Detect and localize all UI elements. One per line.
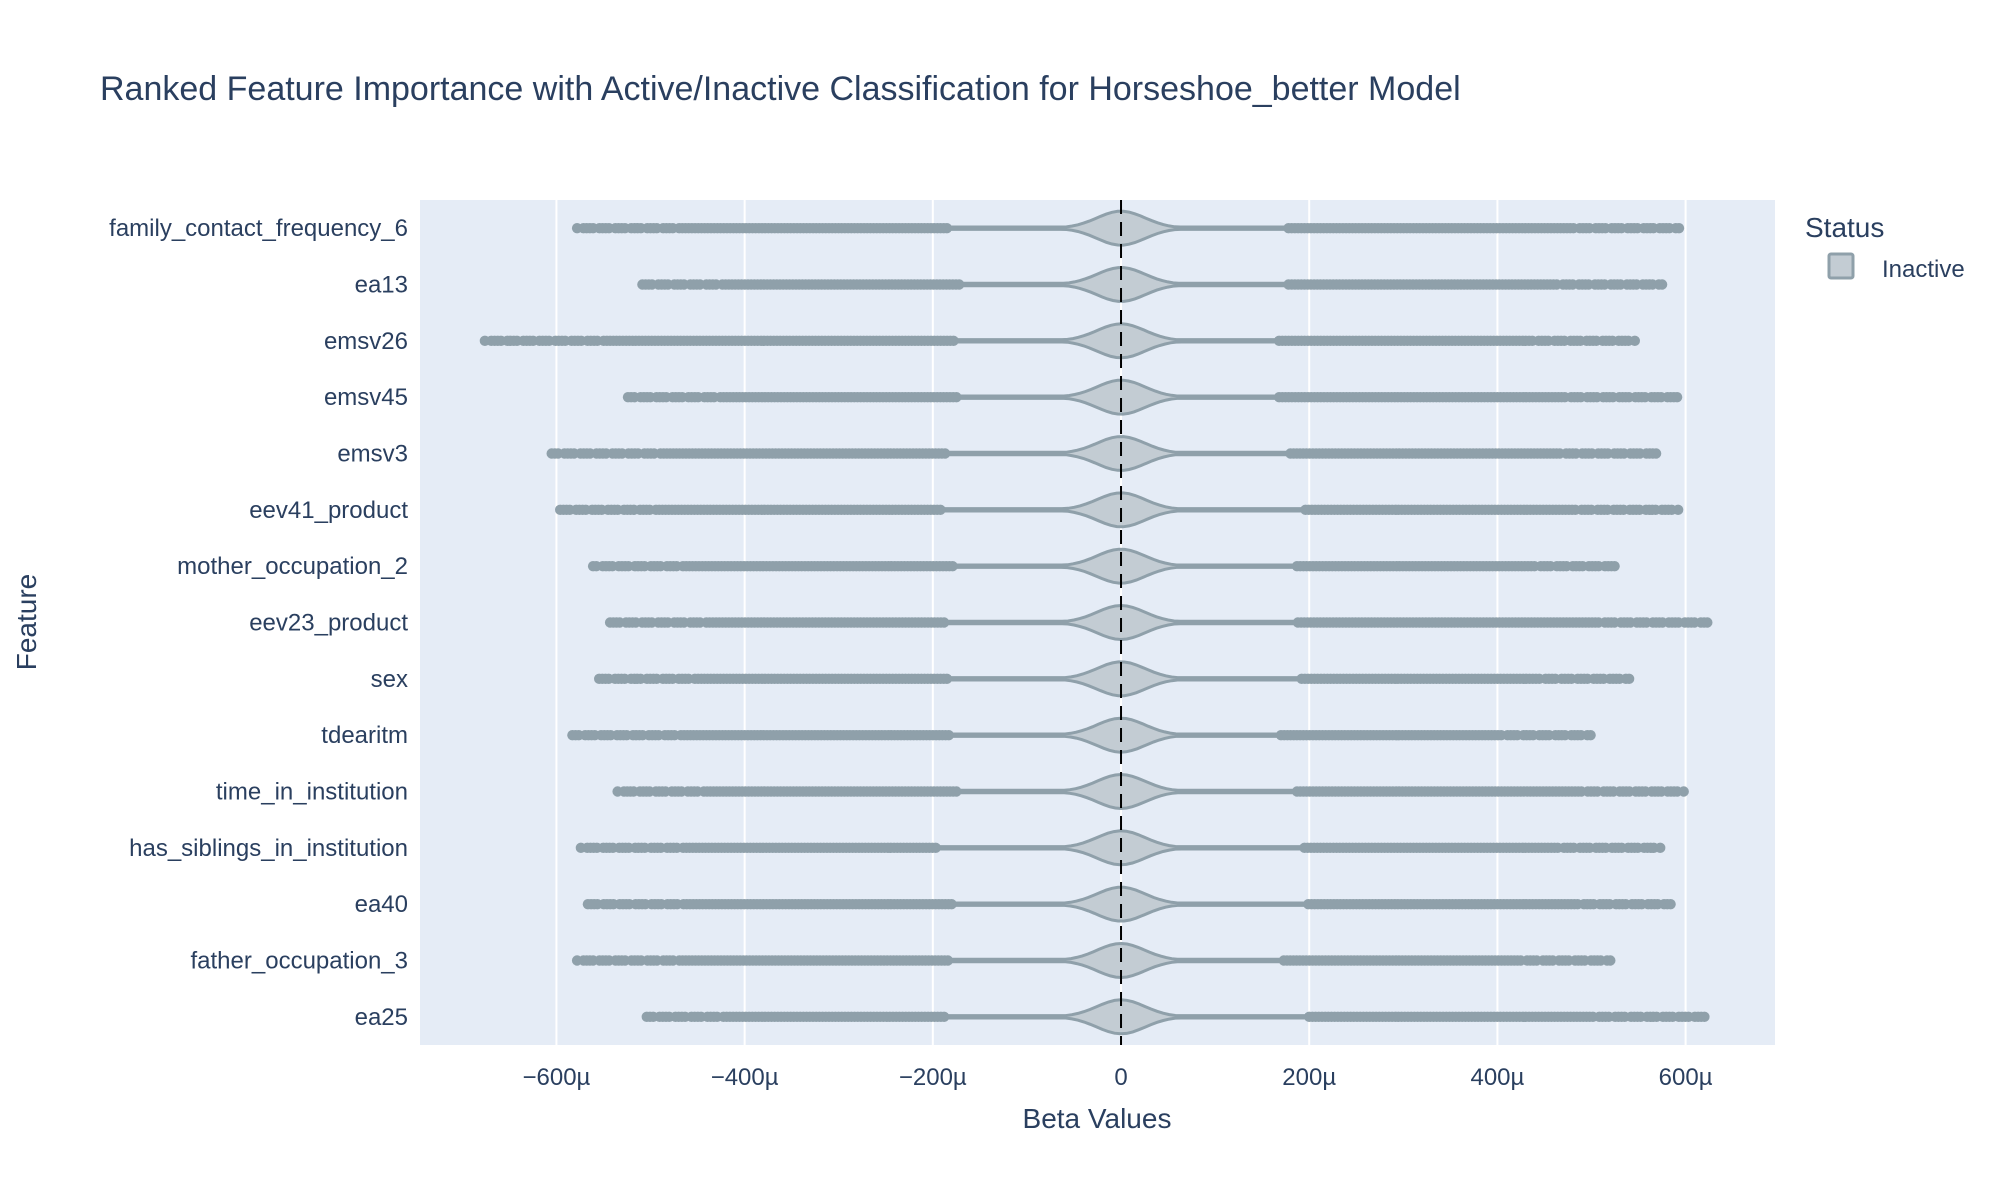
outlier-point-positive — [1699, 1011, 1710, 1023]
outlier-point-positive — [1609, 560, 1620, 572]
outlier-point-negative — [582, 898, 594, 910]
y-tick-label: tdearitm — [321, 722, 408, 749]
y-tick-label: has_siblings_in_institution — [129, 835, 408, 862]
y-tick-label: ea25 — [355, 1004, 408, 1031]
outlier-point-negative — [641, 1011, 652, 1023]
outlier-points — [479, 222, 1713, 1023]
outlier-point-positive — [1665, 898, 1676, 910]
legend-title: Status — [1805, 212, 1884, 243]
y-tick-label: mother_occupation_2 — [177, 553, 408, 580]
x-tick-label: 0 — [1114, 1064, 1127, 1091]
outlier-point-positive — [1605, 955, 1616, 966]
outlier-point-positive — [1656, 279, 1668, 290]
legend-label-inactive: Inactive — [1882, 256, 1965, 283]
y-axis-title: Feature — [11, 574, 42, 671]
outlier-point-positive — [1585, 729, 1596, 741]
outlier-point-positive — [1671, 391, 1683, 403]
outlier-point-positive — [1702, 617, 1713, 628]
y-tick-label: emsv3 — [337, 441, 408, 468]
y-tick-label: time_in_institution — [216, 779, 408, 806]
outlier-point-negative — [567, 729, 578, 741]
y-tick-label: sex — [371, 666, 408, 693]
outlier-point-negative — [555, 504, 566, 516]
x-tick-label: −400µ — [711, 1064, 779, 1091]
x-tick-label: 200µ — [1282, 1064, 1336, 1091]
outlier-point-negative — [622, 391, 634, 403]
outlier-point-positive — [1629, 335, 1641, 347]
x-axis-tick-labels: −600µ −400µ −200µ 0 200µ 400µ 600µ — [522, 1064, 1712, 1091]
outlier-point-negative — [575, 842, 587, 854]
outlier-point-negative — [612, 786, 623, 797]
legend[interactable]: Status Inactive — [1805, 212, 1965, 283]
x-tick-label: 600µ — [1659, 1064, 1713, 1091]
legend-item-inactive[interactable]: Inactive — [1827, 252, 1965, 283]
outlier-point-positive — [1655, 842, 1666, 854]
outlier-point-negative — [587, 560, 599, 572]
outlier-point-negative — [571, 222, 583, 234]
y-tick-label: eev23_product — [249, 610, 408, 637]
chart-title: Ranked Feature Importance with Active/In… — [100, 70, 1461, 108]
y-tick-label: ea13 — [355, 272, 408, 299]
outlier-point-negative — [571, 955, 583, 966]
outlier-point-positive — [1678, 786, 1689, 797]
outlier-point-positive — [1672, 504, 1684, 516]
y-tick-label: eev41_product — [249, 497, 408, 524]
y-tick-label: family_contact_frequency_6 — [109, 215, 408, 242]
x-axis-title: Beta Values — [1023, 1103, 1172, 1134]
x-tick-label: −200µ — [899, 1064, 967, 1091]
outlier-point-negative — [546, 448, 557, 459]
outlier-point-negative — [594, 673, 605, 685]
outlier-point-negative — [604, 617, 616, 628]
outlier-point-negative — [479, 335, 491, 347]
outlier-point-negative — [637, 279, 648, 290]
legend-swatch-inactive — [1827, 252, 1855, 280]
outlier-point-positive — [1650, 448, 1662, 459]
x-tick-label: 400µ — [1470, 1064, 1524, 1091]
y-tick-label: emsv45 — [324, 384, 408, 411]
y-tick-label: father_occupation_3 — [191, 948, 409, 975]
y-tick-label: emsv26 — [324, 328, 408, 355]
x-tick-label: −600µ — [522, 1064, 590, 1091]
y-axis-tick-labels: family_contact_frequency_6 ea13 emsv26 emsv… — [109, 215, 408, 1031]
outlier-point-positive — [1623, 673, 1635, 685]
outlier-point-positive — [1673, 222, 1685, 234]
y-tick-label: ea40 — [355, 891, 408, 918]
